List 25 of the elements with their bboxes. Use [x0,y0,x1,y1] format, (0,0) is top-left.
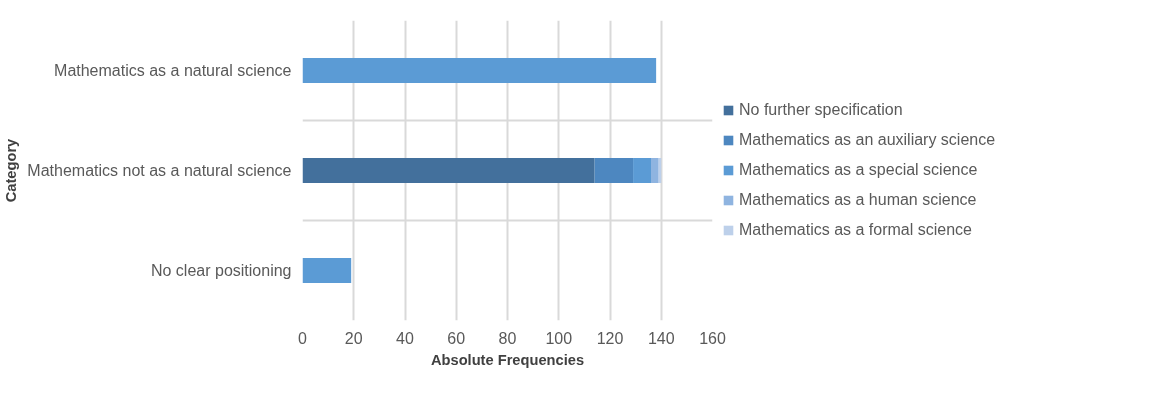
legend-label: No further specification [739,101,903,119]
bar [651,158,659,183]
y-axis-title: Category [3,137,20,203]
bar [302,158,595,183]
legend-label: Mathematics as an auxiliary science [739,131,996,149]
legend-label: Mathematics as a special science [739,161,978,179]
x-axis-title: Absolute Frequencies [430,351,585,368]
y-tick-label: No clear positioning [150,262,292,279]
x-tick-label: 80 [498,329,517,347]
legend-label: Mathematics as a formal science [739,221,972,239]
bar [302,58,657,83]
x-tick-label: 60 [447,329,466,347]
bar [633,158,651,183]
x-tick-label: 0 [298,329,308,347]
bar [594,158,634,183]
x-tick-label: 20 [344,329,363,347]
x-tick-label: 140 [647,329,675,347]
x-tick-label: 120 [596,329,624,347]
legend-label: Mathematics as a human science [739,191,977,209]
bar [302,258,352,283]
y-tick-label: Mathematics as a natural science [54,62,292,79]
y-tick-label: Mathematics not as a natural science [27,162,292,179]
x-tick-label: 40 [396,329,414,347]
x-tick-label: 100 [545,329,573,347]
x-tick-label: 160 [699,329,726,347]
